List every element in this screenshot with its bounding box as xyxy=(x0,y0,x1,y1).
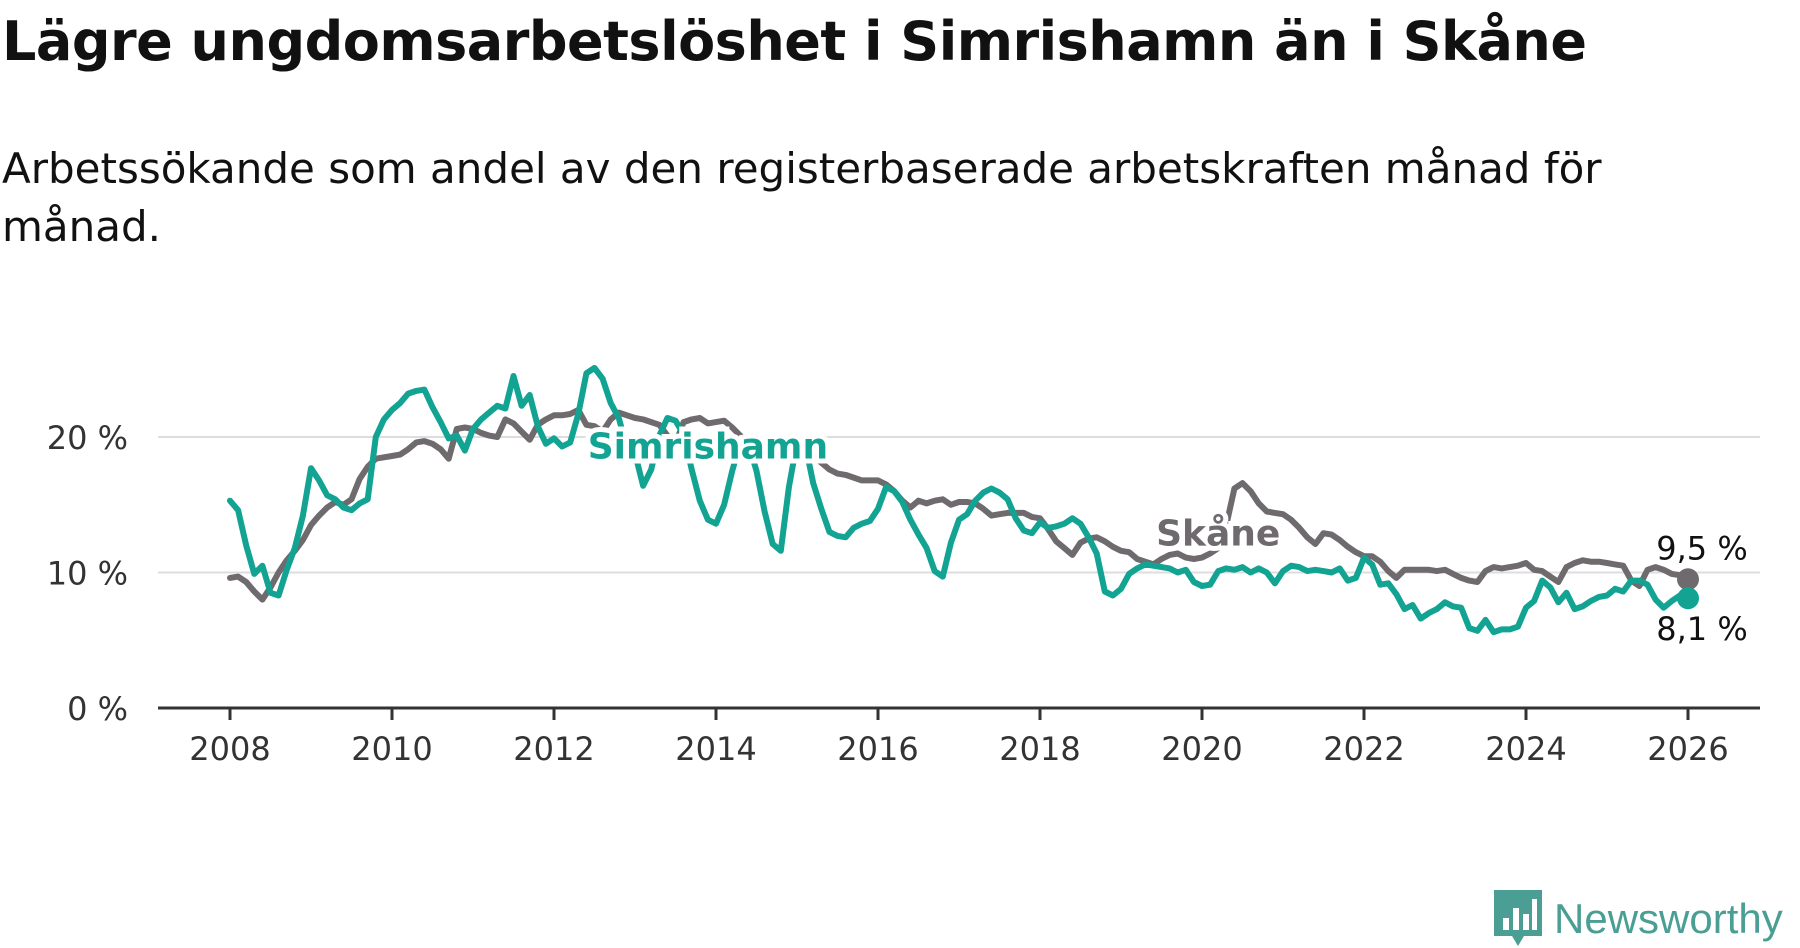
newsworthy-logo-icon xyxy=(1494,890,1542,946)
x-tick-label: 2016 xyxy=(837,730,918,768)
end-value-label-skane: 9,5 % xyxy=(1656,529,1747,567)
x-tick-label: 2012 xyxy=(513,730,594,768)
series-label-skane: Skåne xyxy=(1156,513,1280,554)
y-tick-label: 10 % xyxy=(47,555,128,593)
x-tick-label: 2008 xyxy=(189,730,270,768)
chart-subtitle: Arbetssökande som andel av den registerb… xyxy=(2,144,1602,251)
series-label-simrishamn: Simrishamn xyxy=(588,427,828,468)
end-value-label-simrishamn: 8,1 % xyxy=(1656,610,1747,648)
newsworthy-logo: Newsworthy xyxy=(1494,890,1783,948)
end-point-skane xyxy=(1677,568,1699,591)
x-tick-label: 2010 xyxy=(351,730,432,768)
x-tick-label: 2022 xyxy=(1323,730,1404,768)
x-tick-label: 2020 xyxy=(1161,730,1242,768)
series-line-simrishamn xyxy=(227,364,1691,636)
x-tick-label: 2026 xyxy=(1647,730,1728,768)
newsworthy-logo-text: Newsworthy xyxy=(1554,895,1783,942)
y-tick-label: 20 % xyxy=(47,419,128,457)
x-tick-label: 2018 xyxy=(999,730,1080,768)
x-tick-label: 2024 xyxy=(1485,730,1566,768)
x-tick-label: 2014 xyxy=(675,730,756,768)
chart-title: Lägre ungdomsarbetslöshet i Simrishamn ä… xyxy=(2,10,1587,73)
end-point-simrishamn xyxy=(1677,587,1699,610)
y-tick-label: 0 % xyxy=(67,690,128,728)
